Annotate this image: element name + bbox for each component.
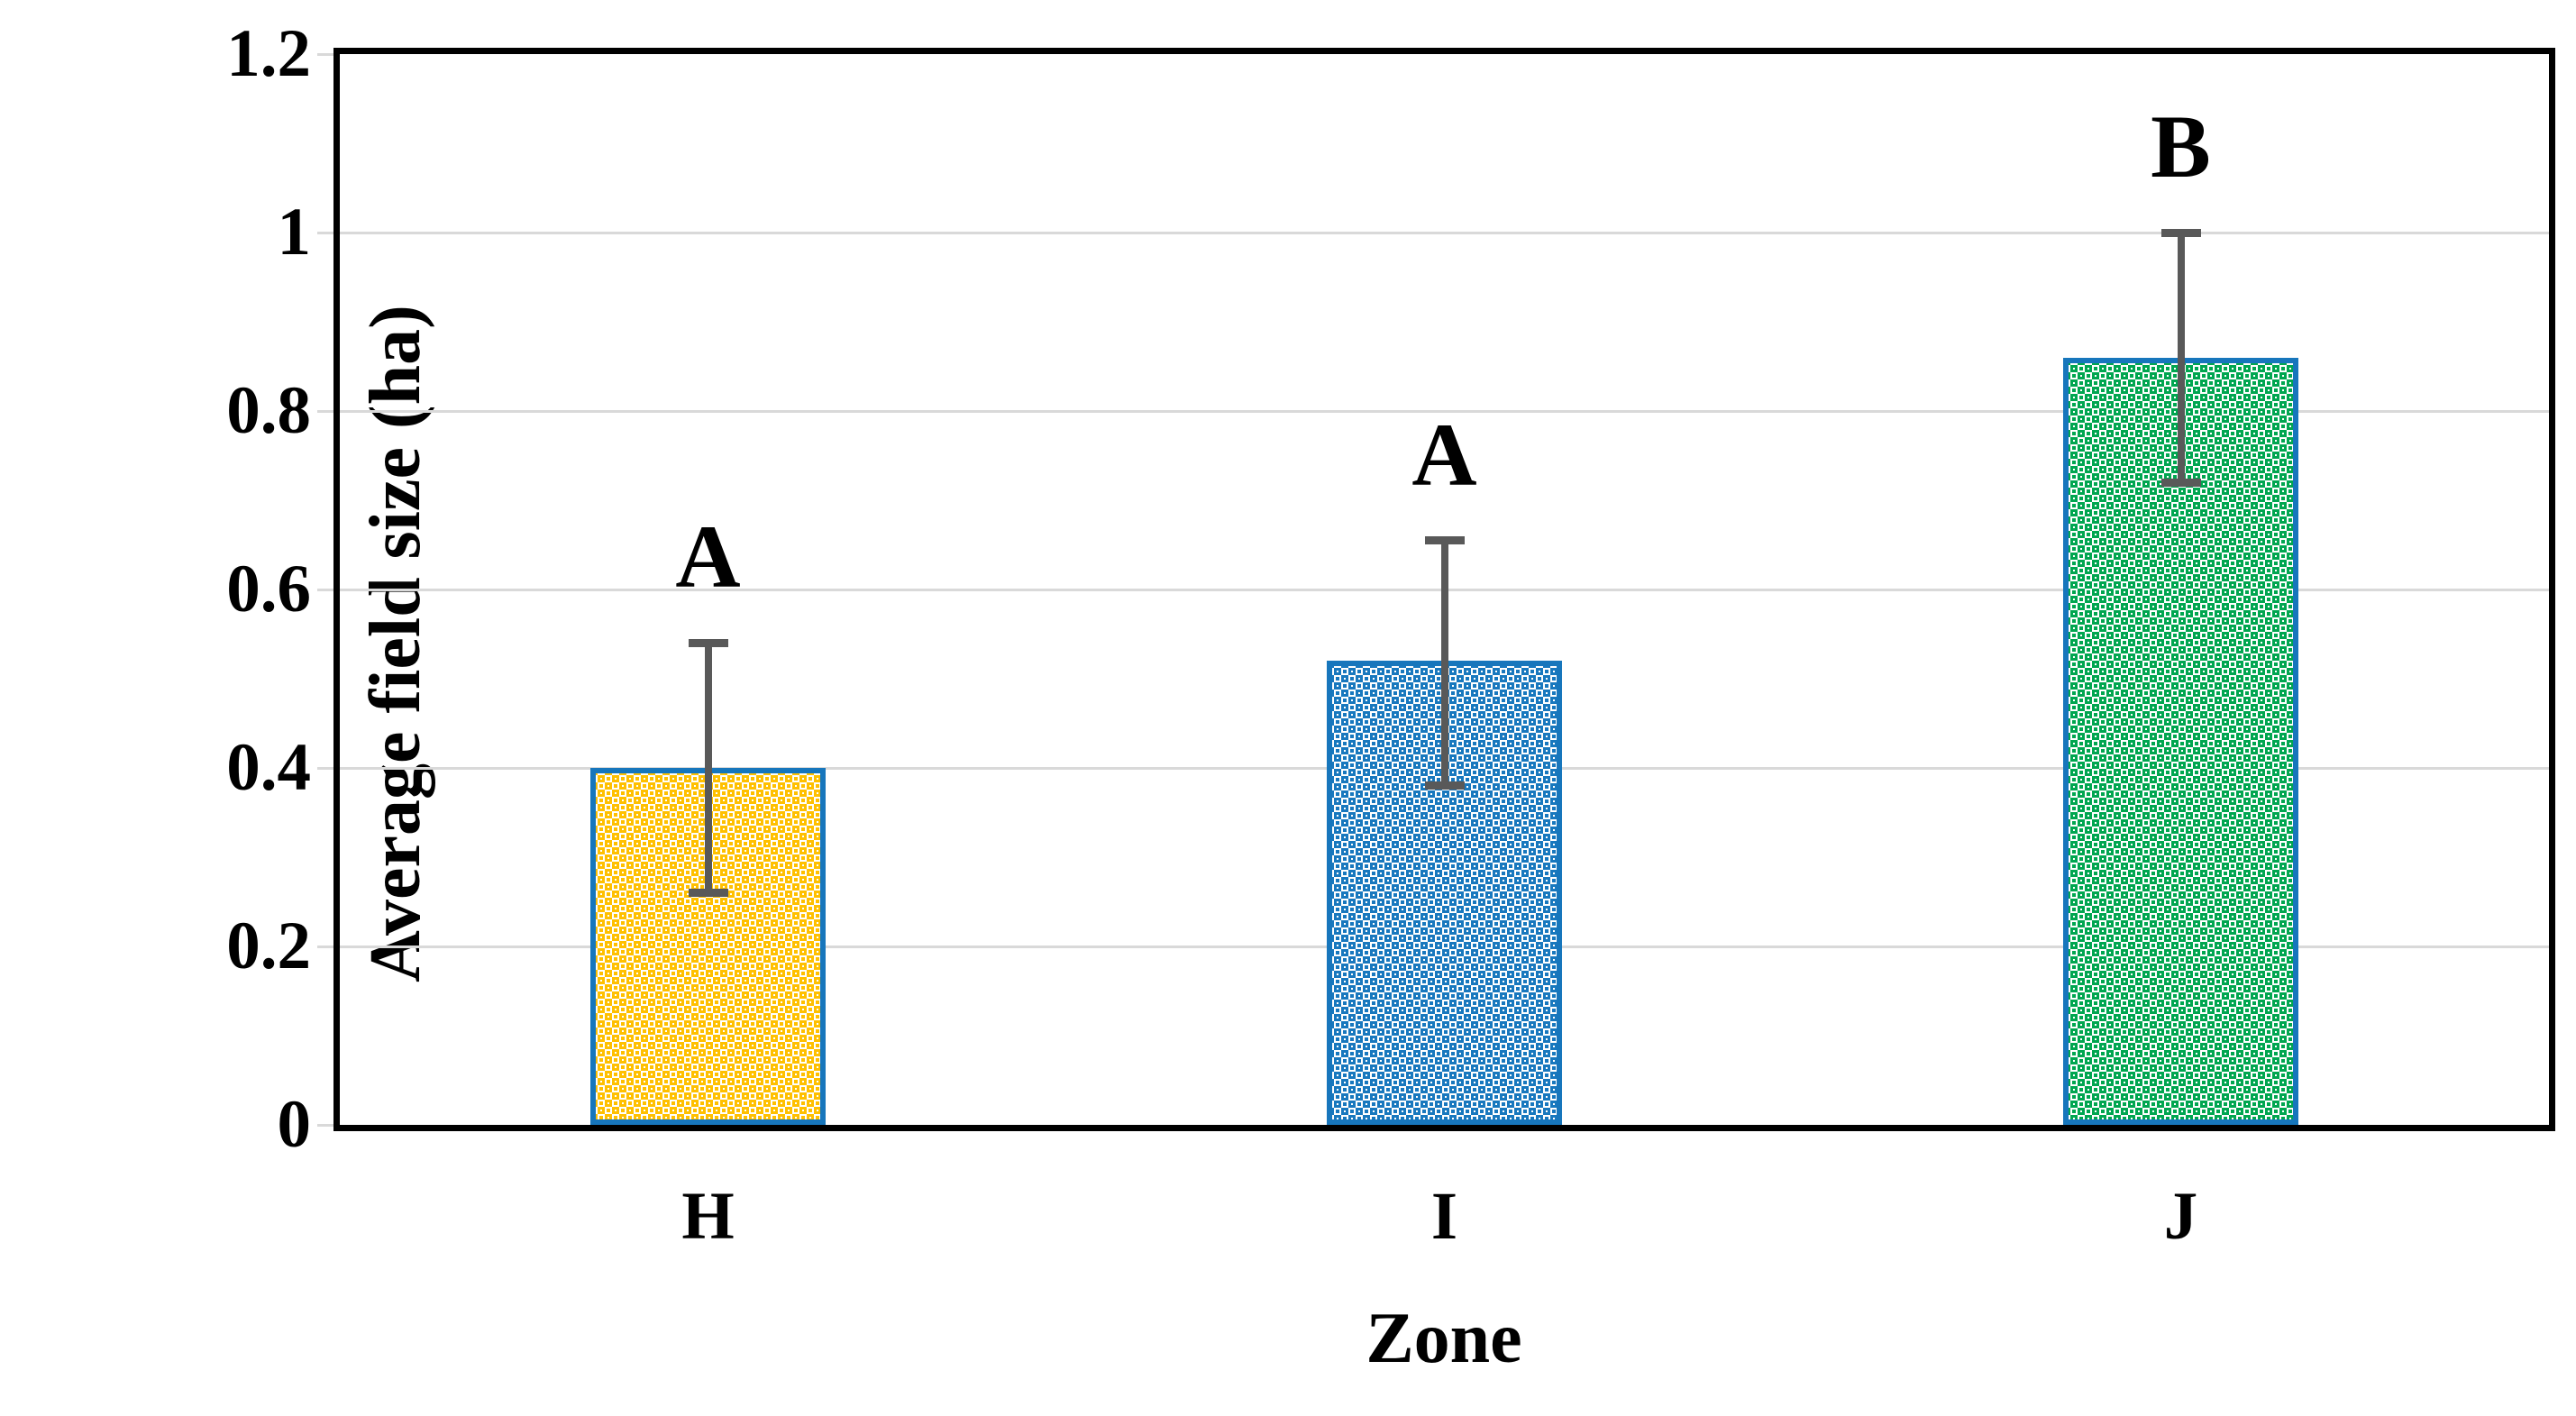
y-tick-label: 1.2: [226, 16, 311, 91]
error-bar-stem: [704, 643, 712, 893]
error-bar-cap-top: [688, 638, 728, 647]
y-tick-label: 0.8: [226, 373, 311, 448]
y-tick-label: 1: [277, 195, 312, 269]
error-bar-cap-bottom: [1424, 781, 1465, 790]
y-tick-label: 0: [277, 1087, 312, 1162]
y-axis-tick-mark: [317, 1123, 333, 1127]
y-axis-tick-mark: [317, 231, 333, 234]
y-tick-label: 0.6: [226, 552, 311, 626]
plot-area: Average field size (ha) A A B: [317, 48, 2555, 1131]
x-tick-label-H: H: [681, 1179, 735, 1254]
y-axis-tick-mark: [317, 945, 333, 948]
y-axis-tick-mark: [317, 588, 333, 591]
x-tick-label-J: J: [2163, 1179, 2198, 1254]
gridline: [340, 409, 2549, 413]
significance-letter-H: A: [675, 507, 741, 608]
y-axis-title: Average field size (ha): [356, 305, 435, 982]
error-bar-cap-bottom: [688, 889, 728, 898]
significance-letter-J: B: [2151, 96, 2211, 196]
error-bar-cap-bottom: [2160, 478, 2201, 487]
significance-letter-I: A: [1411, 404, 1477, 505]
y-axis-tick-mark: [317, 766, 333, 770]
x-tick-label-I: I: [1430, 1179, 1458, 1254]
gridline: [340, 231, 2549, 234]
error-bar-cap-top: [2160, 228, 2201, 237]
x-axis-title: Zone: [1366, 1299, 1522, 1378]
error-bar-cap-top: [1424, 536, 1465, 545]
y-axis-tick-mark: [317, 52, 333, 56]
error-bar-stem: [1440, 540, 1448, 786]
y-tick-label: 0.4: [226, 730, 311, 805]
error-bar-stem: [2177, 233, 2185, 483]
y-axis-tick-mark: [317, 409, 333, 413]
y-tick-label: 0.2: [226, 909, 311, 983]
